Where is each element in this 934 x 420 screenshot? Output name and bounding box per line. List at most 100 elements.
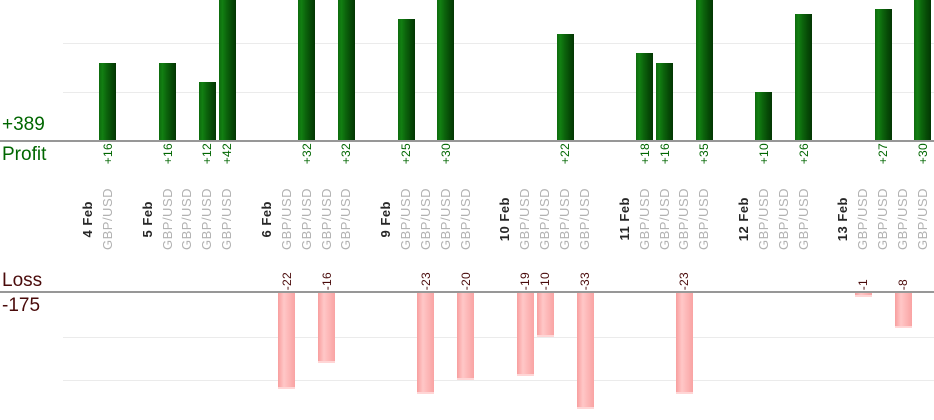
symbol-label-box: GBP/USD — [299, 183, 315, 255]
symbol-label: GBP/USD — [458, 187, 473, 250]
date-label: 4 Feb — [80, 200, 95, 238]
symbol-label-box: GBP/USD — [776, 183, 792, 255]
symbol-label: GBP/USD — [179, 187, 194, 250]
symbol-label: GBP/USD — [100, 187, 115, 250]
symbol-label-box: GBP/USD — [179, 183, 195, 255]
symbol-label-box: GBP/USD — [796, 183, 812, 255]
symbol-label-box: GBP/USD — [756, 183, 772, 255]
loss-value-label: -19 — [518, 271, 532, 290]
symbol-label: GBP/USD — [875, 187, 890, 250]
symbol-label-box: GBP/USD — [418, 183, 434, 255]
profit-bar — [298, 0, 315, 140]
loss-bar — [517, 293, 534, 376]
symbol-label-box: GBP/USD — [875, 183, 891, 255]
symbol-label-box: GBP/USD — [577, 183, 593, 255]
symbol-label: GBP/USD — [895, 187, 910, 250]
profit-bar — [199, 82, 216, 140]
profit-value-label: +16 — [658, 143, 672, 165]
date-label: 12 Feb — [736, 196, 751, 242]
profit-bar — [914, 0, 931, 140]
profit-bar — [398, 19, 415, 140]
gridline — [63, 337, 934, 338]
symbol-label: GBP/USD — [657, 187, 672, 250]
profit-axis-title: Profit — [2, 144, 47, 165]
profit-bar — [636, 53, 653, 140]
symbol-label: GBP/USD — [338, 187, 353, 250]
symbol-label: GBP/USD — [517, 187, 532, 250]
loss-value-label: -23 — [677, 271, 691, 290]
profit-value-label: +16 — [101, 143, 115, 165]
symbol-label-box: GBP/USD — [398, 183, 414, 255]
date-label-box: 5 Feb — [140, 183, 156, 255]
gridline — [63, 43, 934, 44]
loss-value-label: -22 — [280, 271, 294, 290]
profit-bar — [755, 92, 772, 140]
profit-total-label: +389 — [2, 114, 45, 135]
profit-value-label: +18 — [638, 143, 652, 165]
profit-value-label: +10 — [757, 143, 771, 165]
profit-value-label: +25 — [399, 143, 413, 165]
date-label-box: 10 Feb — [497, 183, 513, 255]
loss-bar — [676, 293, 693, 394]
profit-bar — [338, 0, 355, 140]
loss-bar — [318, 293, 335, 363]
loss-value-label: -8 — [896, 278, 910, 290]
date-label-box: 13 Feb — [835, 183, 851, 255]
symbol-label: GBP/USD — [577, 187, 592, 250]
symbol-label: GBP/USD — [219, 187, 234, 250]
profit-value-label: +42 — [220, 143, 234, 165]
profit-value-label: +30 — [439, 143, 453, 165]
date-label-box: 11 Feb — [617, 183, 633, 255]
loss-value-label: -16 — [320, 271, 334, 290]
symbol-label-box: GBP/USD — [100, 183, 116, 255]
symbol-label: GBP/USD — [776, 187, 791, 250]
date-label: 5 Feb — [140, 200, 155, 238]
profit-bar — [99, 63, 116, 140]
symbol-label-box: GBP/USD — [219, 183, 235, 255]
symbol-label-box: GBP/USD — [895, 183, 911, 255]
symbol-label: GBP/USD — [319, 187, 334, 250]
date-label: 6 Feb — [259, 200, 274, 238]
symbol-label: GBP/USD — [796, 187, 811, 250]
profit-value-label: +35 — [697, 143, 711, 165]
profit-bar — [557, 34, 574, 140]
loss-bar — [278, 293, 295, 389]
symbol-label-box: GBP/USD — [438, 183, 454, 255]
profit-bar — [795, 14, 812, 140]
symbol-label: GBP/USD — [279, 187, 294, 250]
symbol-label: GBP/USD — [299, 187, 314, 250]
symbol-label: GBP/USD — [438, 187, 453, 250]
profit-bar — [437, 0, 454, 140]
symbol-label-box: GBP/USD — [458, 183, 474, 255]
loss-value-label: -23 — [419, 271, 433, 290]
symbol-label: GBP/USD — [696, 187, 711, 250]
profit-value-label: +27 — [876, 143, 890, 165]
gridline — [63, 92, 934, 93]
symbol-label: GBP/USD — [756, 187, 771, 250]
symbol-label-box: GBP/USD — [855, 183, 871, 255]
loss-value-label: -20 — [459, 271, 473, 290]
symbol-label: GBP/USD — [199, 187, 214, 250]
date-label-box: 6 Feb — [259, 183, 275, 255]
symbol-label: GBP/USD — [637, 187, 652, 250]
symbol-label-box: GBP/USD — [676, 183, 692, 255]
symbol-label: GBP/USD — [557, 187, 572, 250]
date-label: 10 Feb — [497, 196, 512, 242]
date-label: 11 Feb — [617, 197, 632, 241]
loss-axis-line — [0, 291, 934, 293]
symbol-label: GBP/USD — [398, 187, 413, 250]
loss-axis-title: Loss — [2, 270, 43, 291]
symbol-label: GBP/USD — [418, 187, 433, 250]
date-label: 9 Feb — [378, 200, 393, 238]
loss-bar — [537, 293, 554, 337]
profit-bar — [219, 0, 236, 140]
symbol-label-box: GBP/USD — [696, 183, 712, 255]
symbol-label: GBP/USD — [915, 187, 930, 250]
symbol-label-box: GBP/USD — [557, 183, 573, 255]
profit-bar — [875, 9, 892, 140]
symbol-label-box: GBP/USD — [537, 183, 553, 255]
loss-bar — [855, 293, 872, 297]
date-label-box: 12 Feb — [736, 183, 752, 255]
profit-axis-line — [0, 140, 934, 142]
